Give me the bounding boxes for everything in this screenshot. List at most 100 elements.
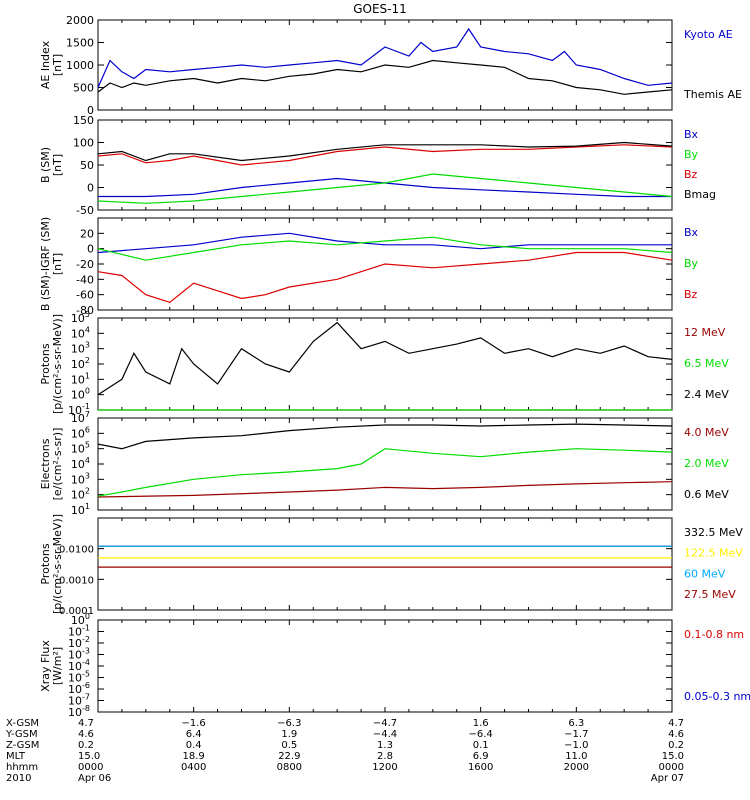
y-tick-label: 100 [73,137,94,150]
orbit-cell: 0.4 [186,740,202,751]
y-tick-label: 104 [71,456,90,471]
legend-entry: Kyoto AE [684,28,733,41]
legend-entry: 332.5 MeV [684,526,743,539]
y-tick-label: 20 [80,227,94,240]
y-axis-unit: [p/(cm²-s-sr-MeV)] [51,314,64,414]
orbit-cell: 15.0 [662,751,684,762]
orbit-cell: 1600 [468,762,493,773]
orbit-cell: 1200 [372,762,397,773]
orbit-cell: 4.7 [78,718,94,729]
y-axis-unit: [nT] [51,54,64,76]
legend-entry: 122.5 MeV [684,547,743,560]
orbit-cell: 6.3 [568,718,584,729]
orbit-cell: 1.6 [473,718,489,729]
orbit-cell: 0.1 [473,740,489,751]
orbit-cell: −6.4 [469,729,493,740]
y-tick-label: 0.0100 [59,545,94,556]
series-line-themis-ae [97,59,673,95]
legend-entry: Themis AE [683,88,742,101]
orbit-cell: −6.3 [277,718,301,729]
y-tick-label: -60 [76,289,94,302]
orbit-cell: 0.2 [78,740,94,751]
series-line-4-0-mev [97,481,673,498]
series-line-2-4-mev [97,321,673,396]
orbit-cell: Apr 06 [78,773,111,784]
series-line-bmag [97,141,673,162]
y-tick-label: 101 [71,502,90,517]
orbit-row-label: MLT [6,751,26,762]
y-tick-label: 105 [71,310,90,325]
orbit-cell: 0800 [277,762,302,773]
panel-b_minus_igrf: -80 -60 -40 -20 0 20 B (SM)-IGRF (SM) [nT] Bx By B… [39,217,699,317]
legend-entry: Bz [684,168,698,181]
legend-entry: 4.0 MeV [684,426,729,439]
orbit-cell: −1.7 [564,729,588,740]
y-axis-label: B (SM)-IGRF (SM) [39,217,52,311]
legend-entry: 27.5 MeV [684,588,736,601]
orbit-cell: 2.8 [377,751,393,762]
orbit-row-label: 2010 [6,773,31,784]
y-axis-label: Xray Flux [39,640,52,692]
y-tick-label: 500 [73,82,94,95]
series-line-2-0-mev [97,448,673,497]
y-tick-label: -20 [76,258,94,271]
y-tick-label: 0 [87,182,94,195]
orbit-cell: 0400 [181,762,206,773]
y-tick-label: 107 [71,410,90,425]
orbit-cell: Apr 07 [651,773,684,784]
series-line-bz [97,251,673,303]
legend-entry: Bx [684,226,699,239]
orbit-cell: 4.6 [668,729,684,740]
y-tick-label: 102 [71,356,90,371]
legend-entry: Bmag [684,188,716,201]
orbit-cell: −1.6 [182,718,206,729]
y-axis-label: B (SM) [39,147,52,183]
legend-entry: By [684,148,699,161]
y-tick-label: 0 [87,243,94,256]
series-line-bx [98,177,672,198]
y-axis-label: Electrons [39,438,52,489]
y-tick-label: 102 [71,487,90,502]
y-tick-label: 105 [71,441,90,456]
series-line-by [97,173,673,204]
y-tick-label: 0.0001 [59,606,94,617]
orbit-row-label: Y-GSM [5,729,38,740]
orbit-cell: 4.7 [668,718,684,729]
y-axis-label: AE Index [39,40,52,89]
orbit-cell: 0000 [659,762,684,773]
y-axis-unit: [p/(cm²-s-sr-MeV)] [51,514,64,614]
series-line-bx [97,232,672,254]
y-tick-label: -50 [76,204,94,217]
orbit-cell: −1.0 [564,740,588,751]
legend-entry: 60 MeV [684,567,726,580]
y-axis-unit: [W/m²] [51,647,64,685]
y-tick-label: 1000 [66,59,94,72]
series-line-bz [97,144,673,166]
legend-entry: 12 MeV [684,326,726,339]
legend-entry: 0.1-0.8 nm [684,628,744,641]
orbit-cell: 0.2 [668,740,684,751]
y-tick-label: 103 [71,341,90,356]
y-tick-label: 1500 [66,37,94,50]
orbit-cell: 2000 [564,762,589,773]
panel-frame [97,619,673,713]
y-tick-label: -40 [76,273,94,286]
orbit-cell: 22.9 [278,751,300,762]
y-tick-label: 101 [71,371,90,386]
legend-entry: Bx [684,128,699,141]
y-axis-label: Protons [39,543,52,584]
orbit-cell: 0.5 [281,740,297,751]
panel-frame [97,317,673,411]
y-tick-label: 150 [73,114,94,127]
orbit-cell: 6.4 [186,729,202,740]
y-tick-label: 100 [71,387,90,402]
panel-ae: 0 500 1000 1500 2000 AE Index [nT] Kyoto AE Them… [39,14,742,117]
orbit-cell: 18.9 [183,751,205,762]
series-line-by [97,236,673,261]
series-line-kyoto-ae [97,27,673,88]
panel-frame [97,119,673,211]
